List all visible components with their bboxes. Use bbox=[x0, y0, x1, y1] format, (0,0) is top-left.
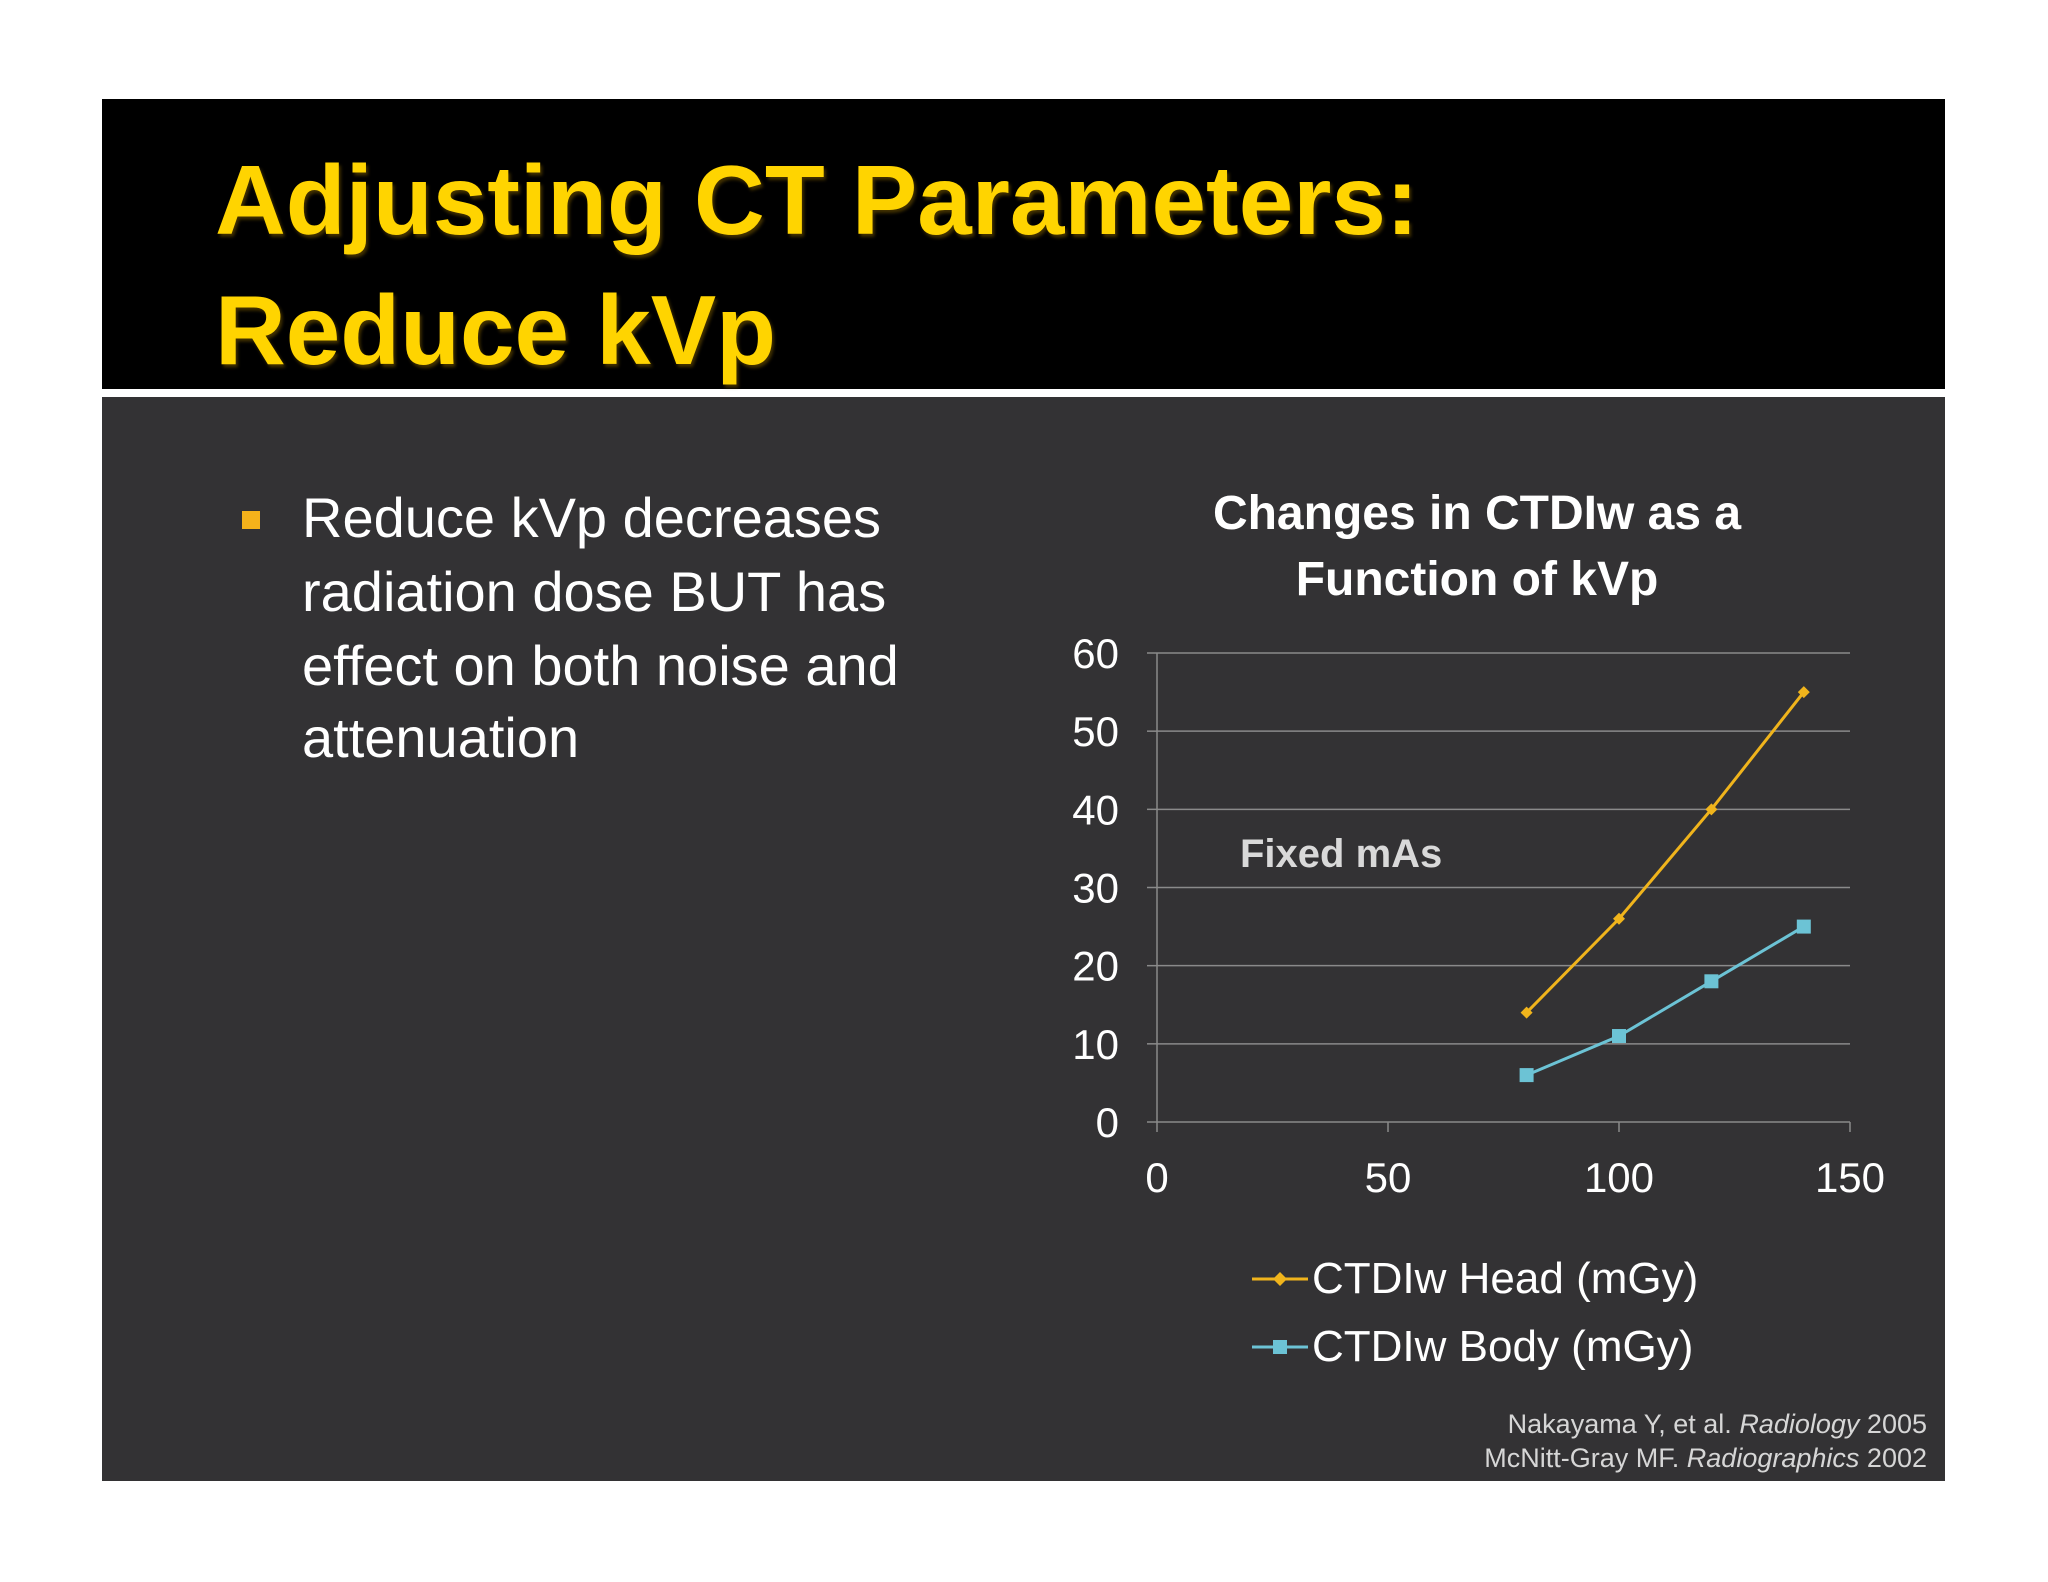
citation-2-author: McNitt-Gray MF. bbox=[1484, 1443, 1680, 1473]
point-body-80 bbox=[1519, 1068, 1534, 1083]
chart-gridlines bbox=[1157, 652, 1850, 1045]
bullet-text-line-4: attenuation bbox=[302, 706, 580, 769]
citation-1: Nakayama Y, et al. Radiology 2005 bbox=[1508, 1411, 1927, 1438]
slide-title-line-1: Adjusting CT Parameters: bbox=[215, 145, 1419, 255]
series-line-head bbox=[1525, 691, 1805, 1014]
point-body-140 bbox=[1796, 919, 1811, 934]
citation-1-author: Nakayama Y, et al. bbox=[1507, 1409, 1732, 1439]
chart-title-line-1: Changes in CTDIw as a bbox=[1212, 487, 1742, 540]
bullet-marker bbox=[242, 511, 260, 529]
legend-item-head: CTDIw Head (mGy) bbox=[1252, 1254, 1698, 1304]
legend-item-body: CTDIw Body (mGy) bbox=[1252, 1322, 1693, 1372]
x-tick-label-100: 100 bbox=[1584, 1154, 1654, 1201]
y-tick-label-0: 0 bbox=[1096, 1099, 1119, 1146]
y-tick-label-40: 40 bbox=[1072, 786, 1119, 833]
bullet-text-line-2: radiation dose BUT has bbox=[302, 560, 887, 623]
point-head-120 bbox=[1705, 803, 1718, 816]
y-tick-label-60: 60 bbox=[1072, 630, 1119, 677]
title-band bbox=[102, 99, 1945, 389]
point-body-120 bbox=[1704, 974, 1719, 989]
legend-label-body: CTDIw Body (mGy) bbox=[1312, 1322, 1694, 1371]
citation-2: McNitt-Gray MF. Radiographics 2002 bbox=[1484, 1445, 1927, 1472]
series-line-body bbox=[1526, 925, 1805, 1077]
legend-swatch-head bbox=[1252, 1259, 1308, 1299]
slide-content bbox=[102, 99, 1945, 1481]
chart-axes: 0 10 20 30 40 50 60 0 50 100 150 bbox=[1072, 630, 1885, 1201]
fixed-mas-annotation: Fixed mAs bbox=[1240, 832, 1442, 876]
x-tick-label-150: 150 bbox=[1815, 1154, 1885, 1201]
citation-2-journal: Radiographics bbox=[1686, 1443, 1860, 1473]
slide-title-line-2: Reduce kVp bbox=[215, 275, 776, 385]
point-head-100 bbox=[1613, 912, 1625, 925]
bullet-text-line-1: Reduce kVp decreases bbox=[302, 486, 882, 549]
point-head-140 bbox=[1797, 686, 1810, 699]
point-body-100 bbox=[1612, 1029, 1626, 1044]
legend-label-head: CTDIw Head (mGy) bbox=[1312, 1254, 1699, 1303]
y-tick-label-10: 10 bbox=[1072, 1021, 1119, 1068]
x-tick-label-0: 0 bbox=[1145, 1154, 1168, 1201]
citation-1-journal: Radiology bbox=[1739, 1409, 1860, 1439]
chart-series bbox=[1519, 686, 1811, 1083]
y-tick-label-30: 30 bbox=[1072, 865, 1119, 912]
citation-2-year: 2002 bbox=[1866, 1443, 1927, 1473]
x-tick-label-50: 50 bbox=[1365, 1154, 1412, 1201]
legend-swatch-body bbox=[1252, 1327, 1308, 1367]
point-head-80 bbox=[1520, 1006, 1533, 1019]
citation-1-year: 2005 bbox=[1866, 1409, 1927, 1439]
title-divider bbox=[102, 389, 1945, 397]
y-tick-label-50: 50 bbox=[1072, 708, 1119, 755]
bullet-text-line-3: effect on both noise and bbox=[302, 634, 899, 697]
chart-title-line-2: Function of kVp bbox=[1295, 553, 1659, 606]
y-tick-label-20: 20 bbox=[1072, 943, 1119, 990]
